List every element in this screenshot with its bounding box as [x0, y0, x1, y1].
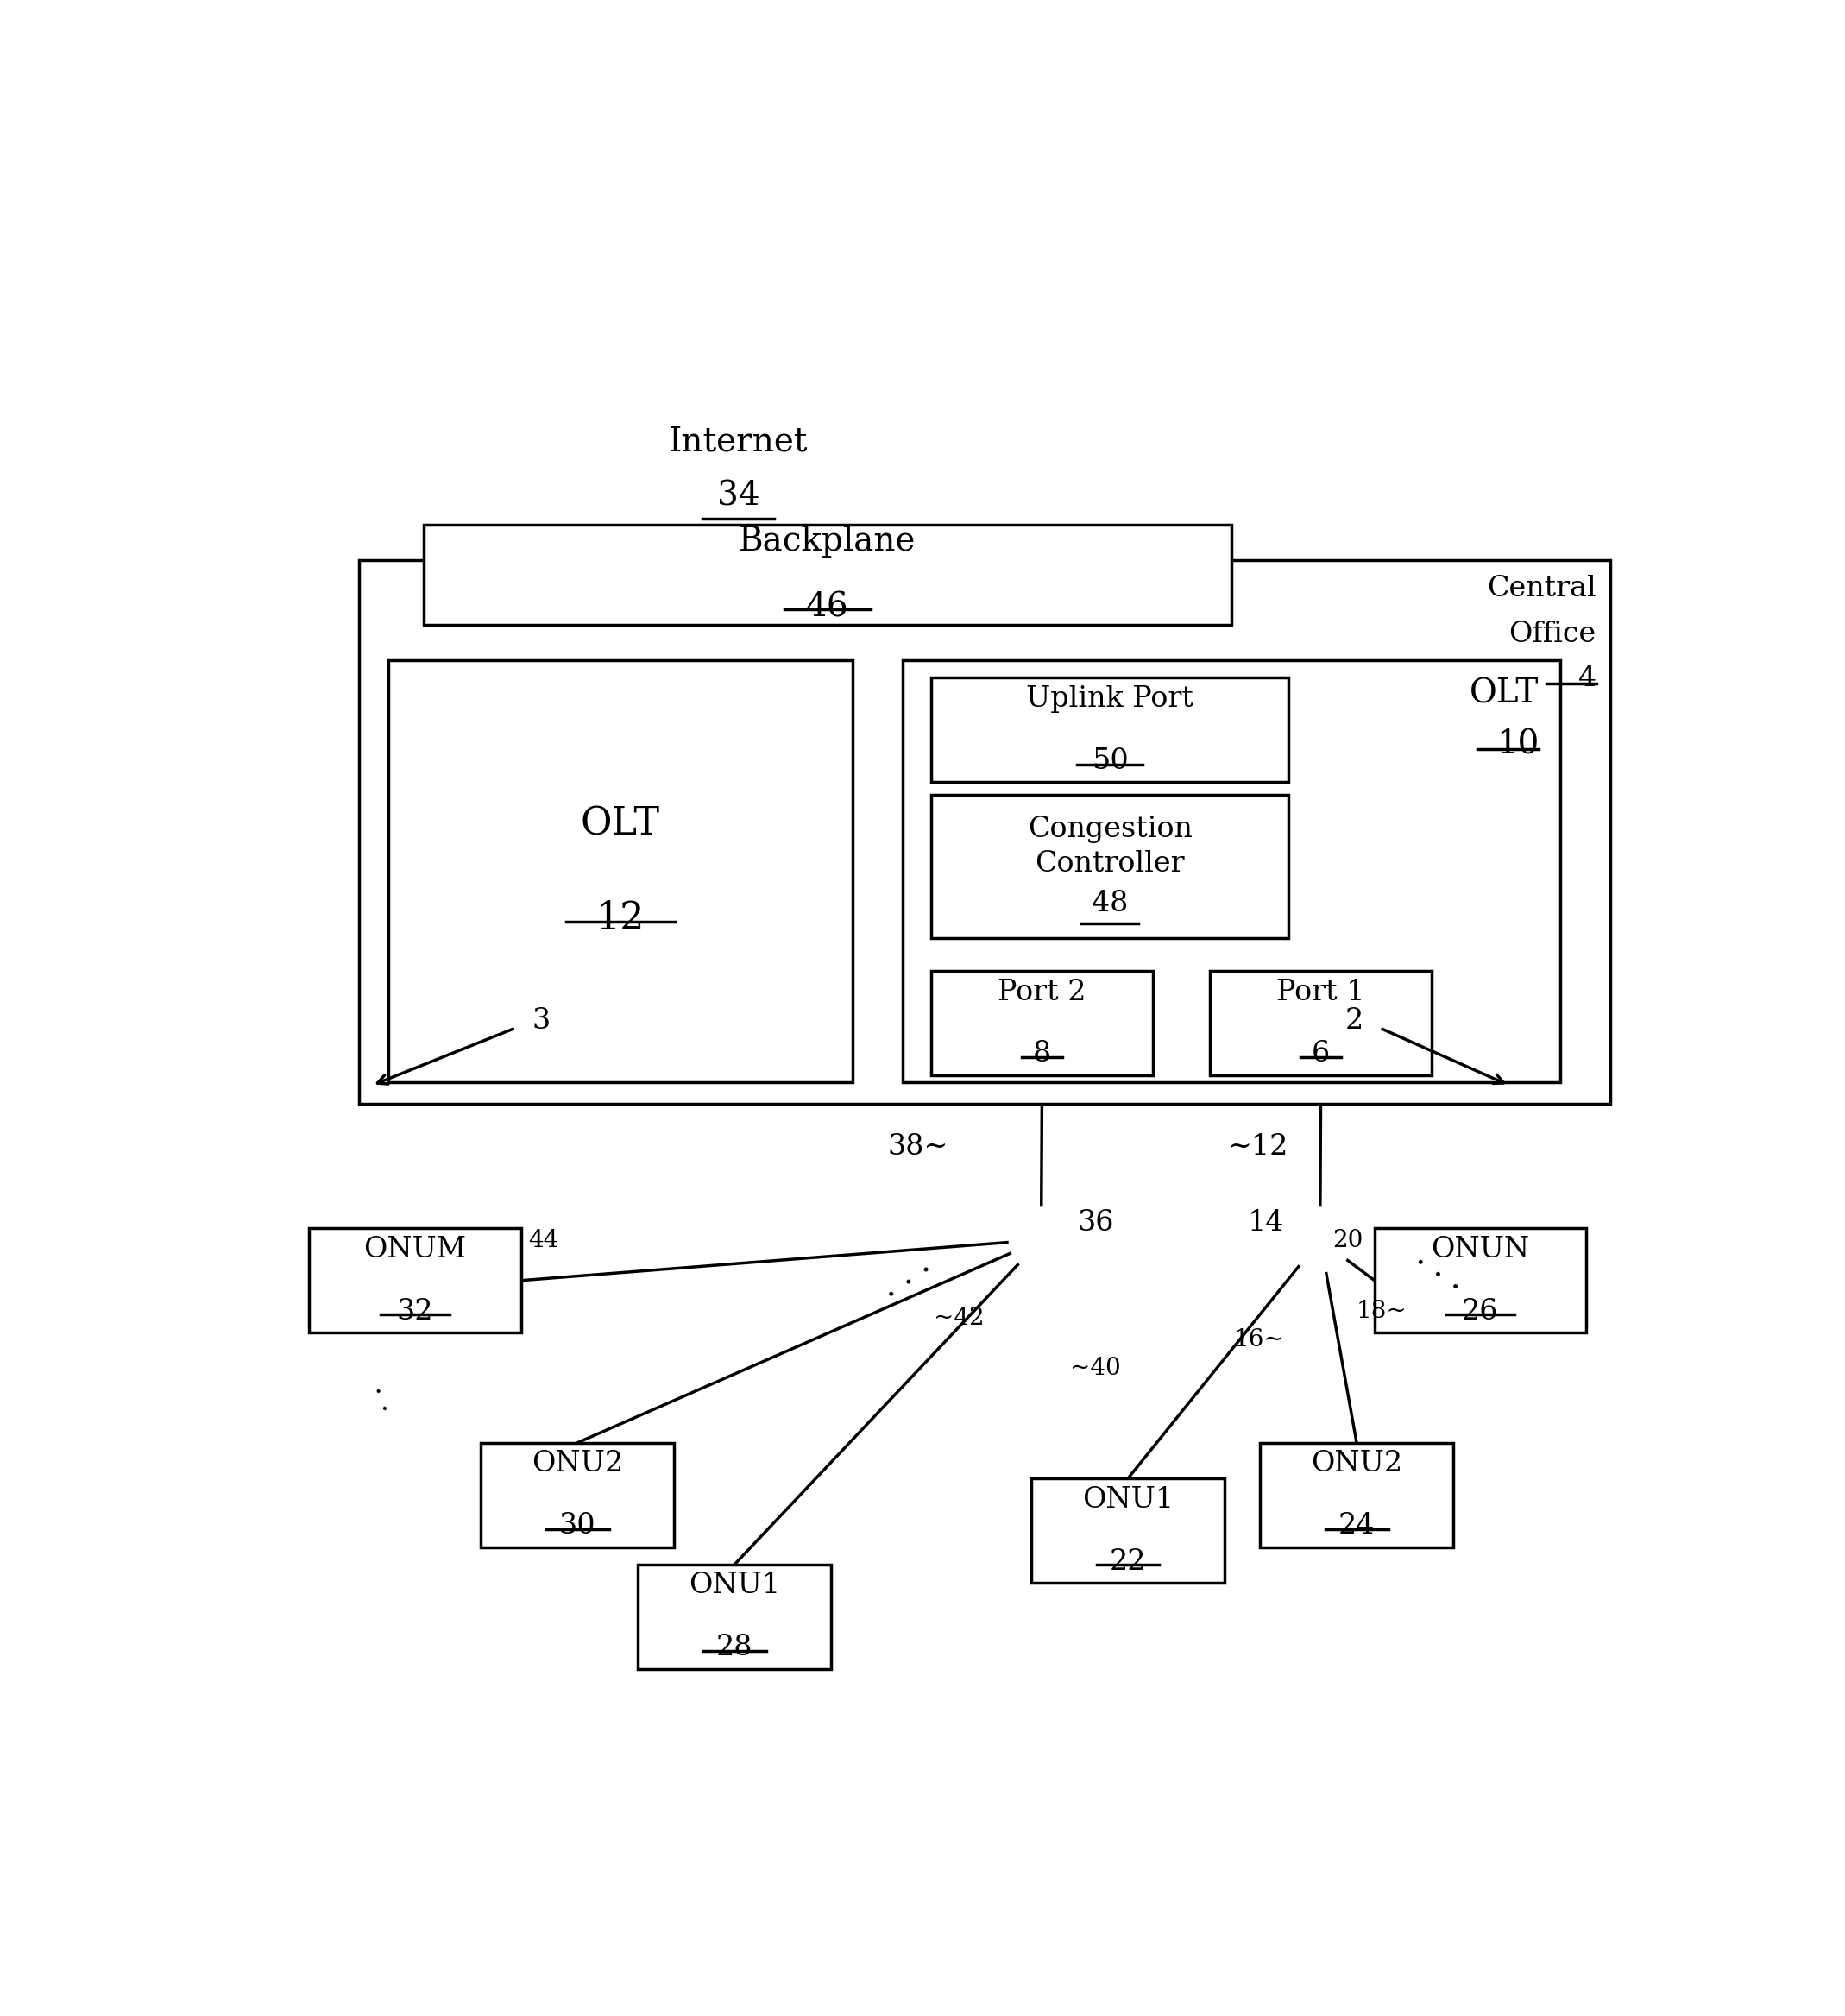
Circle shape: [755, 417, 893, 554]
Text: Internet: Internet: [668, 425, 808, 458]
Text: ONUN: ONUN: [1432, 1236, 1530, 1264]
Text: ONUM: ONUM: [363, 1236, 467, 1264]
Text: Central: Central: [1487, 575, 1596, 603]
Text: Port 2: Port 2: [998, 978, 1087, 1006]
Text: ~40: ~40: [1070, 1357, 1120, 1381]
Text: ONU1: ONU1: [688, 1572, 780, 1599]
Text: ONU1: ONU1: [1081, 1486, 1173, 1514]
Text: Backplane: Backplane: [740, 526, 917, 558]
Text: Office: Office: [1509, 621, 1596, 649]
Circle shape: [1288, 1208, 1352, 1272]
Circle shape: [1009, 1208, 1072, 1272]
Text: 50: 50: [1092, 748, 1129, 774]
Text: . .: . .: [369, 1379, 404, 1415]
Text: OLT: OLT: [1470, 677, 1539, 710]
Text: 8: 8: [1033, 1040, 1052, 1068]
Text: 48: 48: [1092, 889, 1129, 917]
FancyBboxPatch shape: [638, 1564, 830, 1669]
FancyBboxPatch shape: [1210, 972, 1432, 1075]
Text: 26: 26: [1461, 1298, 1498, 1325]
FancyBboxPatch shape: [482, 1443, 673, 1546]
Text: 24: 24: [1338, 1512, 1375, 1540]
Text: ~12: ~12: [1227, 1133, 1288, 1161]
Text: 32: 32: [397, 1298, 434, 1325]
Circle shape: [666, 429, 810, 573]
Text: 36: 36: [1077, 1210, 1114, 1236]
Text: 34: 34: [718, 480, 760, 512]
Text: Congestion: Congestion: [1028, 816, 1192, 843]
Text: ONU2: ONU2: [531, 1450, 624, 1478]
Text: 22: 22: [1109, 1548, 1146, 1574]
FancyBboxPatch shape: [1260, 1443, 1454, 1546]
FancyBboxPatch shape: [902, 661, 1561, 1083]
Text: 44: 44: [528, 1230, 559, 1252]
Circle shape: [661, 353, 817, 510]
Text: 30: 30: [559, 1512, 596, 1540]
Text: 2: 2: [1345, 1008, 1363, 1034]
FancyBboxPatch shape: [932, 972, 1153, 1075]
FancyBboxPatch shape: [1031, 1478, 1225, 1583]
FancyBboxPatch shape: [360, 560, 1611, 1105]
Text: 28: 28: [716, 1633, 753, 1661]
FancyBboxPatch shape: [424, 524, 1232, 625]
Text: 14: 14: [1247, 1210, 1284, 1236]
Text: 38~: 38~: [887, 1133, 948, 1161]
Text: Uplink Port: Uplink Port: [1026, 685, 1194, 714]
Text: 16~: 16~: [1234, 1329, 1284, 1351]
Text: 10: 10: [1496, 730, 1539, 762]
FancyBboxPatch shape: [1375, 1228, 1587, 1333]
Text: Port 1: Port 1: [1277, 978, 1365, 1006]
Text: 3: 3: [533, 1008, 550, 1034]
Text: ~42: ~42: [934, 1306, 983, 1331]
FancyBboxPatch shape: [310, 1228, 520, 1333]
Text: 20: 20: [1332, 1230, 1363, 1252]
Text: OLT: OLT: [581, 806, 661, 843]
Text: 12: 12: [596, 899, 644, 937]
Text: ONU2: ONU2: [1310, 1450, 1402, 1478]
Text: 6: 6: [1312, 1040, 1330, 1068]
FancyBboxPatch shape: [932, 794, 1288, 937]
FancyBboxPatch shape: [387, 661, 852, 1083]
Text: 18~: 18~: [1356, 1300, 1406, 1322]
Text: . . .: . . .: [1411, 1240, 1472, 1296]
Text: . . .: . . .: [875, 1248, 937, 1304]
Text: 4: 4: [1577, 665, 1596, 691]
Circle shape: [583, 417, 721, 554]
Circle shape: [716, 375, 875, 532]
FancyBboxPatch shape: [932, 677, 1288, 782]
Circle shape: [601, 375, 760, 532]
Text: Controller: Controller: [1035, 851, 1184, 877]
Text: 46: 46: [806, 593, 849, 623]
